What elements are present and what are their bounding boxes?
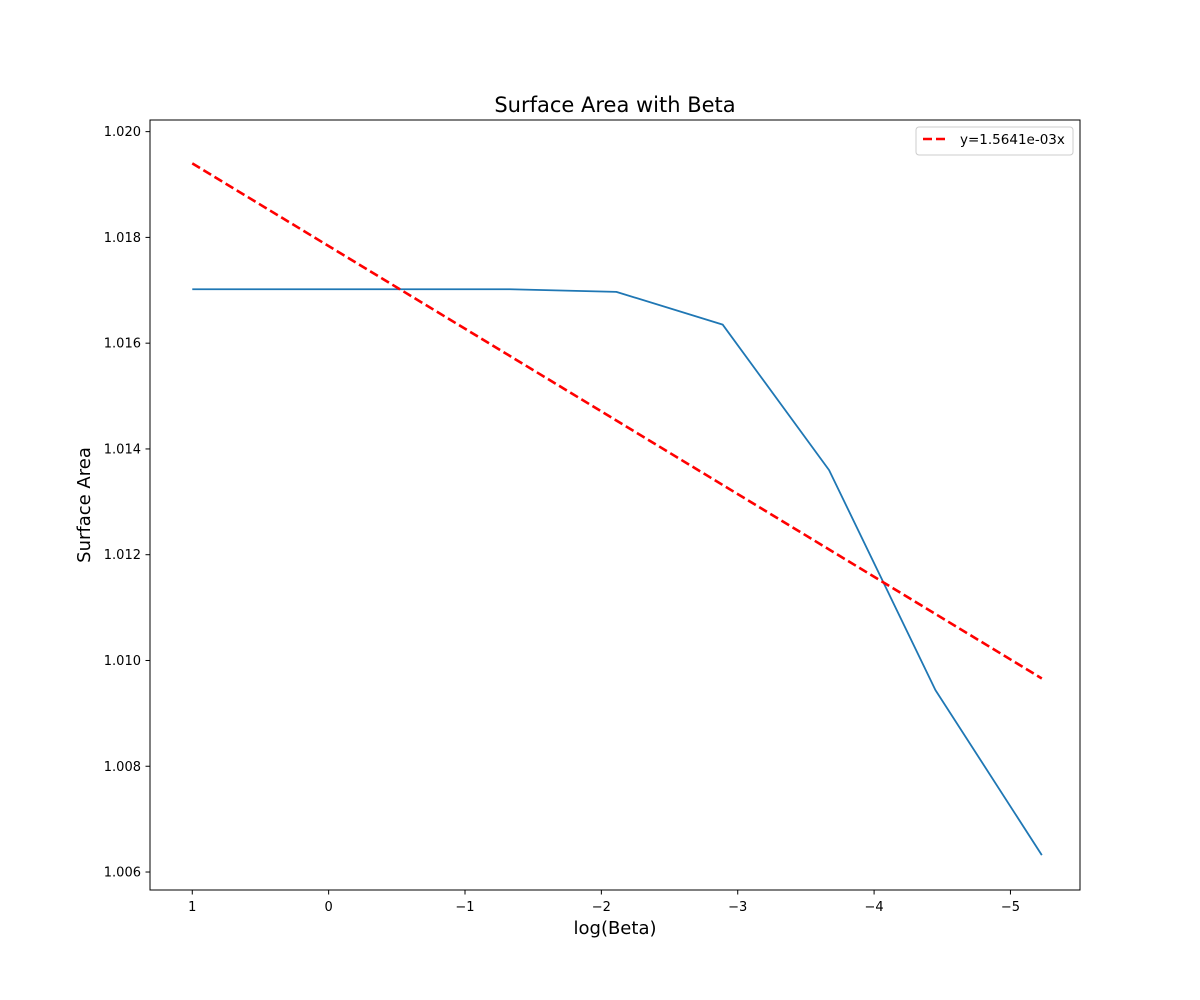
y-tick-label: 1.010	[104, 654, 141, 669]
y-tick-label: 1.006	[104, 866, 141, 881]
x-tick-label: −2	[592, 900, 611, 915]
x-tick-label: −3	[728, 900, 747, 915]
y-tick-label: 1.018	[104, 231, 141, 246]
y-tick-label: 1.014	[104, 442, 141, 457]
x-axis-title: log(Beta)	[574, 918, 657, 939]
legend-box	[915, 126, 1074, 156]
plot-area-frame	[149, 119, 1081, 891]
x-axis: 1 0 −1 −2 −3 −4 −5	[188, 890, 1020, 915]
chart-title: Surface Area with Beta	[494, 93, 735, 117]
y-tick-label: 1.020	[104, 125, 141, 140]
x-tick-label: −4	[865, 900, 884, 915]
legend-label: y=1.5641e-03x	[960, 132, 1065, 148]
legend: y=1.5641e-03x	[915, 126, 1074, 156]
y-tick-label: 1.008	[104, 760, 141, 775]
x-tick-label: 0	[324, 900, 332, 915]
y-tick-label: 1.012	[104, 548, 141, 563]
series-layer	[191, 162, 1043, 856]
series-line-1	[192, 288, 1043, 856]
y-axis: 1.006 1.008 1.010 1.012 1.014 1.016 1.018 1.020	[104, 125, 150, 881]
x-tick-label: 1	[188, 900, 196, 915]
x-tick-label: −5	[1001, 900, 1020, 915]
y-axis-title: Surface Area	[74, 447, 95, 563]
y-tick-label: 1.016	[104, 337, 141, 352]
x-tick-label: −1	[455, 900, 474, 915]
series-line-2	[191, 162, 1043, 680]
